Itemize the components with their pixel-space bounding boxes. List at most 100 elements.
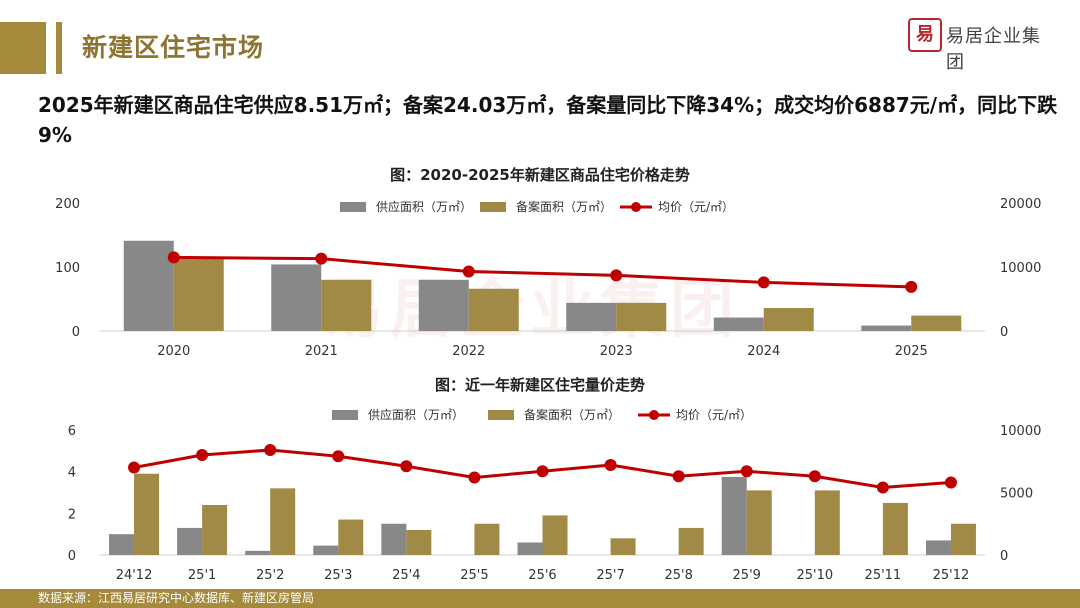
x-tick-label: 25'4 (392, 568, 420, 583)
x-tick-label: 25'10 (796, 568, 833, 583)
bar-filed (814, 490, 840, 555)
x-tick-label: 2022 (452, 344, 485, 359)
x-tick-label: 24'12 (116, 568, 153, 583)
y-left-tick-label: 2 (68, 507, 76, 522)
bar-filed (746, 490, 772, 555)
legend: 供应面积（万㎡） 备案面积（万㎡） 均价（元/㎡） (332, 407, 752, 422)
bar-filed (202, 505, 228, 555)
legend-swatch-supply (332, 410, 358, 420)
bar-supply (313, 545, 339, 555)
bar-supply (177, 527, 203, 555)
x-tick-label: 25'5 (460, 568, 488, 583)
bar-filed (134, 473, 160, 555)
legend-swatch-filed (488, 410, 514, 420)
bar-supply (381, 523, 407, 555)
legend-swatch-supply (340, 202, 366, 212)
y-left-tick-label: 6 (68, 424, 76, 439)
bar-filed (474, 523, 500, 555)
price-point (944, 476, 957, 489)
data-source: 数据来源：江西易居研究中心数据库、新建区房管局 (38, 591, 315, 605)
bar-filed (270, 488, 296, 555)
legend-label: 备案面积（万㎡） (516, 199, 612, 214)
bar-supply (109, 534, 135, 555)
bar-supply (721, 476, 747, 555)
price-point (196, 449, 209, 461)
price-point (808, 470, 821, 483)
price-point (905, 280, 918, 293)
bar-supply (517, 542, 543, 555)
price-point (672, 470, 685, 483)
price-point (400, 460, 413, 473)
y-left-tick-label: 0 (72, 325, 80, 340)
x-tick-label: 2023 (600, 344, 633, 359)
bar-filed (950, 523, 976, 555)
y-right-tick-label: 0 (1000, 325, 1008, 340)
x-tick-label: 25'8 (664, 568, 692, 583)
legend-marker-price (631, 202, 641, 212)
bar-supply (271, 264, 322, 331)
x-tick-label: 25'9 (733, 568, 761, 583)
price-point (610, 269, 623, 282)
bar-supply (123, 240, 174, 331)
price-point (876, 481, 889, 494)
legend-swatch-filed (480, 202, 506, 212)
bar-filed (468, 288, 519, 331)
bar-supply (418, 279, 469, 331)
legend-label: 均价（元/㎡） (676, 408, 752, 422)
bar-filed (678, 527, 704, 555)
x-tick-label: 25'7 (596, 568, 624, 583)
logo-text: 易居企业集团 (946, 26, 1041, 73)
y-left-tick-label: 200 (55, 197, 80, 212)
bar-supply (925, 540, 951, 555)
x-tick-label: 25'11 (865, 568, 902, 583)
bar-supply (566, 302, 617, 331)
price-point (167, 251, 180, 264)
x-tick-label: 25'2 (256, 568, 284, 583)
x-tick-label: 25'12 (933, 568, 970, 583)
legend-marker-price (649, 410, 659, 420)
legend: 供应面积（万㎡） 备案面积（万㎡） 均价（元/㎡） (340, 199, 734, 214)
monthly-volume-price-chart: 供应面积（万㎡） 备案面积（万㎡） 均价（元/㎡） 0 2 4 6 0 5000 10000 24'… (68, 407, 1042, 583)
price-point (740, 465, 753, 478)
annual-price-chart: 供应面积（万㎡） 备案面积（万㎡） 均价（元/㎡） 0 100 200 0 10000 2000… (55, 197, 1041, 359)
bar-filed (610, 538, 636, 555)
price-point (757, 276, 770, 289)
page-title: 新建区住宅市场 (82, 33, 265, 62)
chart2-title: 图：近一年新建区住宅量价走势 (434, 376, 645, 394)
bar-supply (861, 325, 912, 331)
x-tick-label: 25'3 (324, 568, 352, 583)
x-tick-label: 2024 (747, 344, 780, 359)
bar-supply (713, 317, 764, 331)
legend-label: 供应面积（万㎡） (376, 199, 472, 214)
chart1-title: 图：2020-2025年新建区商品住宅价格走势 (390, 166, 690, 184)
y-left-tick-label: 100 (55, 261, 80, 276)
x-tick-label: 25'6 (528, 568, 556, 583)
bar-filed (338, 519, 364, 555)
y-left-tick-label: 0 (68, 549, 76, 564)
x-tick-label: 2020 (157, 344, 190, 359)
legend-label: 均价（元/㎡） (658, 200, 734, 214)
price-line (173, 255, 912, 289)
price-point (462, 265, 475, 278)
bar-filed (911, 315, 962, 331)
legend-label: 备案面积（万㎡） (524, 407, 620, 422)
y-right-tick-label: 10000 (1000, 261, 1041, 276)
bar-filed (542, 515, 568, 555)
price-point (264, 444, 277, 456)
y-right-tick-label: 5000 (1000, 487, 1033, 502)
brand-logo: 易 易居企业集团 (908, 18, 1058, 73)
headline: 2025年新建区商品住宅供应8.51万㎡；备案24.03万㎡，备案量同比下降34… (38, 93, 1058, 147)
bar-supply (245, 550, 271, 555)
bar-filed (173, 257, 224, 331)
price-point (332, 450, 345, 463)
x-tick-label: 25'1 (188, 568, 216, 583)
bar-filed (406, 530, 432, 555)
y-left-tick-label: 4 (68, 466, 76, 481)
legend-label: 供应面积（万㎡） (368, 407, 464, 422)
bar-filed (882, 502, 908, 555)
footer-bar (0, 589, 1080, 608)
price-point (128, 461, 141, 474)
bar-filed (321, 279, 372, 331)
logo-seal-icon: 易 (908, 18, 942, 52)
price-point (604, 459, 617, 471)
